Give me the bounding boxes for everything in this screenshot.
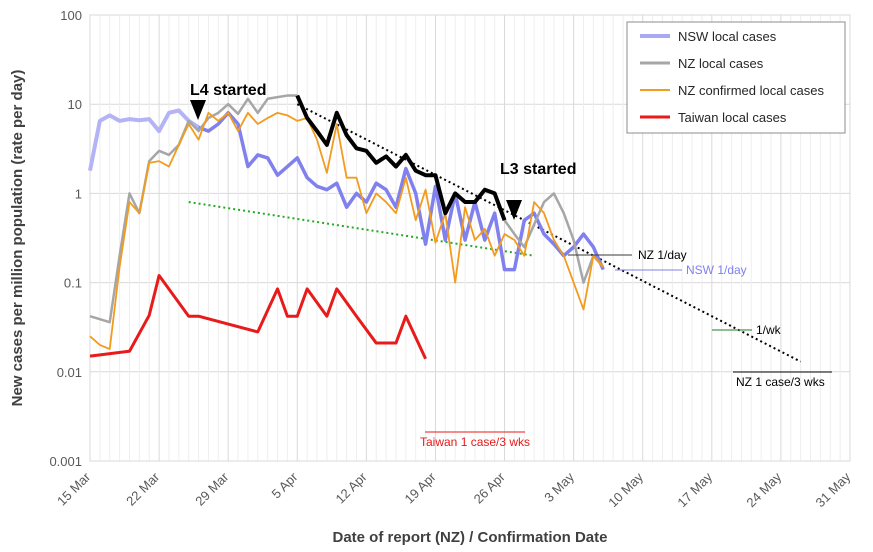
x-tick-label: 17 May [674,469,715,510]
x-tick-label: 24 May [743,469,784,510]
y-tick-label: 1 [75,186,82,201]
annotations: L4 started L3 started NZ 1/day NSW 1/day… [190,82,825,449]
plot-border [89,14,851,462]
legend-item-nsw: NSW local cases [640,29,777,44]
legend: NSW local cases NZ local cases NZ confir… [626,21,846,134]
x-tick-label: 15 Mar [54,469,94,509]
x-tick-label: 10 May [605,469,646,510]
series-line-nsw [197,111,605,272]
l4-arrow-marker [190,100,206,120]
y-tick-label: 0.001 [49,454,82,469]
x-axis: 15 Mar 22 Mar 29 Mar 5 Apr 12 Apr 19 Apr 26 Ap… [54,469,854,510]
legend-item-nz: NZ local cases [640,56,764,71]
trend-line [296,103,802,363]
x-tick-label: 22 Mar [123,469,163,509]
legend-label-nsw: NSW local cases [678,29,777,44]
x-tick-label: 26 Apr [471,469,509,507]
legend-label-nz: NZ local cases [678,56,764,71]
x-tick-label: 29 Mar [192,469,232,509]
legend-label-nz-confirmed: NZ confirmed local cases [678,83,824,98]
y-axis-title: New cases per million population (rate p… [9,70,26,407]
nz-1day-label: NZ 1/day [638,248,687,262]
x-tick-label: 12 Apr [332,469,370,507]
series-line-2 [295,94,507,221]
trend-line [188,201,535,257]
series-line-1 [89,94,298,324]
y-tick-label: 10 [68,97,82,112]
series-line-nsw-early [88,108,200,172]
series-line-4 [89,111,604,350]
nsw-1day-label: NSW 1/day [686,263,747,277]
reference-lines [425,254,832,433]
taiwan-3wks-label: Taiwan 1 case/3 wks [420,435,530,449]
l3-started-label: L3 started [500,161,576,178]
x-tick-label: 5 Apr [268,469,301,502]
gridlines [89,14,851,462]
legend-item-taiwan: Taiwan local cases [640,110,787,125]
l3-arrow-marker [506,200,522,220]
x-tick-label: 19 Apr [402,469,440,507]
y-tick-label: 0.1 [64,276,82,291]
y-axis: 0.001 0.01 0.1 1 10 100 [49,8,82,469]
x-axis-title: Date of report (NZ) / Confirmation Date [332,529,607,546]
one-wk-label: 1/wk [756,323,782,337]
series-lines [88,94,605,360]
y-tick-label: 100 [60,8,82,23]
nz-3wks-label: NZ 1 case/3 wks [736,375,825,389]
l4-started-label: L4 started [190,82,266,99]
legend-item-nz-confirmed: NZ confirmed local cases [640,83,824,98]
y-tick-label: 0.01 [57,365,82,380]
series-line-5 [89,274,427,360]
legend-box [626,21,846,134]
legend-label-taiwan: Taiwan local cases [678,110,787,125]
x-tick-label: 3 May [541,469,577,505]
x-tick-label: 31 May [813,469,854,510]
series-line-3 [503,192,605,284]
trend-lines [188,103,802,363]
